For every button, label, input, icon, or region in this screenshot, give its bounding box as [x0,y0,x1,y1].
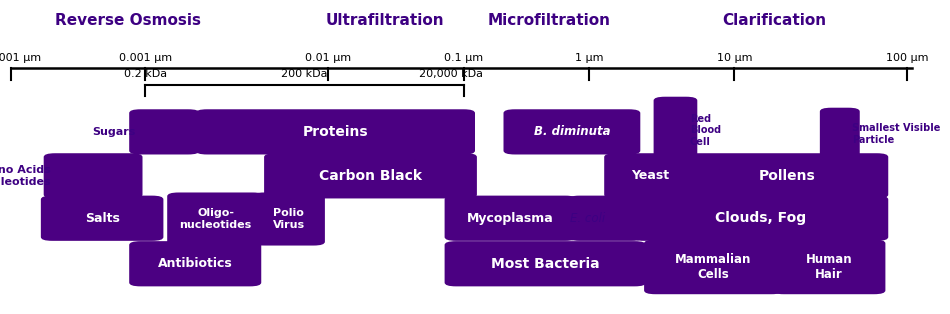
Text: 0.001 μm: 0.001 μm [119,53,172,63]
Text: 0.01 μm: 0.01 μm [305,53,351,63]
FancyBboxPatch shape [196,109,475,154]
Text: E. coli: E. coli [570,212,605,225]
Text: 0.2 kDa: 0.2 kDa [124,69,167,79]
FancyBboxPatch shape [633,196,888,241]
FancyBboxPatch shape [604,153,695,198]
FancyBboxPatch shape [264,153,477,198]
FancyBboxPatch shape [820,108,860,161]
Text: Clarification: Clarification [722,13,826,28]
FancyBboxPatch shape [44,153,142,198]
FancyBboxPatch shape [772,240,885,294]
FancyBboxPatch shape [253,192,325,246]
Text: 0.0001 μm: 0.0001 μm [0,53,42,63]
FancyBboxPatch shape [445,241,646,286]
Text: Salts: Salts [85,212,120,225]
FancyBboxPatch shape [167,192,264,246]
Text: Polio
Virus: Polio Virus [273,208,305,230]
Text: 1 μm: 1 μm [575,53,603,63]
Text: B. diminuta: B. diminuta [534,125,610,138]
Text: 0.1 μm: 0.1 μm [444,53,484,63]
Text: Proteins: Proteins [302,125,369,139]
Text: Carbon Black: Carbon Black [319,169,422,183]
Text: Mammalian
Cells: Mammalian Cells [675,253,751,281]
Text: Human
Hair: Human Hair [806,253,852,281]
Text: Smallest Visible
Particle: Smallest Visible Particle [852,123,940,145]
Text: Mycoplasma: Mycoplasma [467,212,554,225]
Text: 10 μm: 10 μm [716,53,752,63]
Text: Red
Blood
Cell: Red Blood Cell [690,114,721,147]
Text: Pollens: Pollens [759,169,816,183]
Text: Amino Acids
Nucleotides: Amino Acids Nucleotides [0,165,50,187]
FancyBboxPatch shape [41,196,163,241]
FancyBboxPatch shape [445,196,577,241]
FancyBboxPatch shape [687,153,888,198]
Text: 20,000 kDa: 20,000 kDa [419,69,484,79]
FancyBboxPatch shape [504,109,640,154]
Text: Reverse Osmosis: Reverse Osmosis [55,13,201,28]
Text: Most Bacteria: Most Bacteria [491,257,599,271]
Text: Yeast: Yeast [631,169,669,182]
Text: Ultrafiltration: Ultrafiltration [326,13,444,28]
Text: Oligo-
nucleotides: Oligo- nucleotides [180,208,252,230]
Text: Sugars: Sugars [92,127,136,137]
Text: Antibiotics: Antibiotics [158,257,233,270]
Text: Clouds, Fog: Clouds, Fog [715,211,806,225]
Text: 100 μm: 100 μm [886,53,928,63]
FancyBboxPatch shape [644,240,783,294]
FancyBboxPatch shape [129,241,261,286]
Text: Microfiltration: Microfiltration [487,13,611,28]
FancyBboxPatch shape [654,97,697,164]
Text: 200 kDa: 200 kDa [281,69,327,79]
FancyBboxPatch shape [129,109,200,154]
FancyBboxPatch shape [568,196,643,241]
